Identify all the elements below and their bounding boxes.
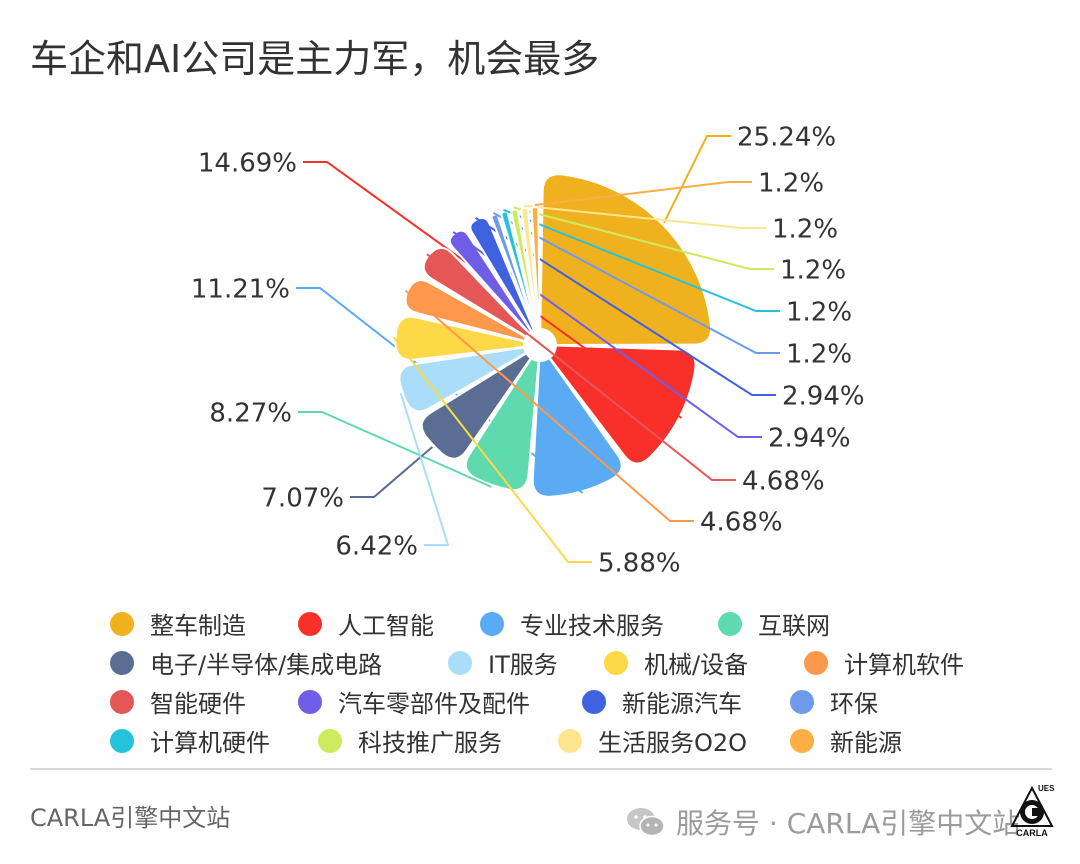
- slice-leader-line: [303, 161, 682, 419]
- footer-divider: [30, 768, 1052, 770]
- legend-item: 电子/半导体/集成电路: [110, 645, 382, 680]
- slice-value-label: 1.2%: [772, 214, 838, 244]
- slice-value-label: 7.07%: [261, 483, 344, 513]
- legend-item: 智能硬件: [110, 684, 246, 719]
- slice-leader-line: [513, 206, 774, 270]
- slice-leader-line: [503, 208, 780, 312]
- legend-item: 科技推广服务: [318, 723, 502, 758]
- legend-color-swatch: [804, 650, 828, 675]
- legend-item: 计算机硬件: [110, 723, 270, 758]
- legend-item: 整车制造: [110, 606, 246, 641]
- legend-color-swatch: [480, 611, 504, 636]
- slice-value-label: 1.2%: [786, 297, 852, 327]
- legend-color-swatch: [558, 728, 582, 753]
- slice-value-label: 25.24%: [737, 122, 836, 152]
- legend-label: 整车制造: [150, 612, 246, 640]
- slice-value-label: 1.2%: [758, 168, 824, 198]
- slice-value-label: 2.94%: [768, 423, 851, 453]
- slice-leader-line: [452, 231, 762, 438]
- legend-color-swatch: [718, 611, 742, 636]
- legend-item: 新能源: [790, 723, 902, 758]
- slice-value-label: 4.68%: [742, 466, 825, 496]
- slice-leader-line: [298, 411, 492, 488]
- pie-slice: [531, 356, 623, 498]
- rose-pie-chart: 25.24% 14.69% 11.21% 8.27% 7.07% 6.42% 5.88% 4.…: [191, 122, 865, 578]
- legend-color-swatch: [790, 728, 814, 753]
- legend-label: 人工智能: [338, 612, 434, 640]
- legend-label: 新能源: [830, 729, 902, 757]
- legend-label: 生活服务O2O: [598, 729, 748, 757]
- legend-color-swatch: [790, 689, 814, 714]
- legend-label: 汽车零部件及配件: [338, 690, 530, 718]
- legend-color-swatch: [604, 650, 628, 675]
- logo-mark-text: UES: [1038, 784, 1055, 793]
- slice-value-label: 5.88%: [598, 548, 681, 578]
- legend-label: IT服务: [488, 651, 558, 679]
- legend-color-swatch: [110, 728, 134, 753]
- legend-label: 科技推广服务: [358, 729, 502, 757]
- legend-item: IT服务: [448, 645, 558, 680]
- legend-item: 互联网: [718, 606, 830, 641]
- pie-slice: [530, 206, 541, 331]
- legend-label: 新能源汽车: [622, 690, 742, 718]
- legend-label: 互联网: [758, 612, 830, 640]
- legend-color-swatch: [582, 689, 606, 714]
- legend-item: 专业技术服务: [480, 606, 664, 641]
- chart-title: 车企和AI公司是主力军，机会最多: [30, 37, 600, 81]
- legend-color-swatch: [448, 650, 472, 675]
- logo-text: CARLA: [1016, 828, 1048, 838]
- slice-value-label: 6.42%: [335, 531, 418, 561]
- footer-site-name: CARLA引擎中文站: [30, 804, 231, 832]
- slice-value-label: 11.21%: [191, 274, 290, 304]
- legend-color-swatch: [298, 689, 322, 714]
- legend-color-swatch: [298, 611, 322, 636]
- slice-value-label: 4.68%: [700, 507, 783, 537]
- slice-leader-line: [475, 217, 776, 396]
- slice-value-label: 1.2%: [780, 255, 846, 285]
- slice-leader-line: [524, 204, 766, 229]
- legend-item: 计算机软件: [804, 645, 964, 680]
- carla-logo-icon: UES CARLA: [1010, 784, 1055, 838]
- slice-leader-line: [492, 212, 780, 354]
- legend-label: 计算机硬件: [150, 729, 270, 757]
- legend-item: 汽车零部件及配件: [298, 684, 530, 719]
- legend-label: 智能硬件: [150, 690, 246, 718]
- wechat-icon: [627, 808, 665, 837]
- legend-item: 机械/设备: [604, 645, 748, 680]
- legend-color-swatch: [110, 650, 134, 675]
- slice-leader-line: [426, 253, 736, 481]
- legend-item: 生活服务O2O: [558, 723, 747, 758]
- legend-color-swatch: [318, 728, 342, 753]
- legend-label: 环保: [830, 690, 878, 718]
- slice-value-label: 8.27%: [209, 398, 292, 428]
- slice-leader-line: [404, 290, 694, 522]
- footer-account: 服务号 · CARLA引擎中文站: [626, 802, 1020, 842]
- legend-label: 电子/半导体/集成电路: [150, 651, 383, 679]
- slice-leader-line: [663, 135, 731, 224]
- slice-leader-line: [399, 393, 450, 546]
- legend-item: 人工智能: [298, 606, 434, 641]
- legend-label: 机械/设备: [644, 651, 749, 679]
- legend-label: 专业技术服务: [520, 612, 664, 640]
- legend-item: 新能源汽车: [582, 684, 742, 719]
- slice-value-label: 2.94%: [782, 381, 865, 411]
- slice-value-label: 14.69%: [198, 148, 297, 178]
- legend-item: 环保: [790, 684, 878, 719]
- legend-color-swatch: [110, 611, 134, 636]
- slice-value-label: 1.2%: [786, 339, 852, 369]
- legend-color-swatch: [110, 689, 134, 714]
- slice-leader-line: [350, 446, 433, 498]
- footer-account-text: 服务号 · CARLA引擎中文站: [676, 807, 1021, 840]
- legend-label: 计算机软件: [844, 651, 964, 679]
- slice-leader-line: [534, 181, 752, 207]
- slice-leader-line: [392, 336, 592, 563]
